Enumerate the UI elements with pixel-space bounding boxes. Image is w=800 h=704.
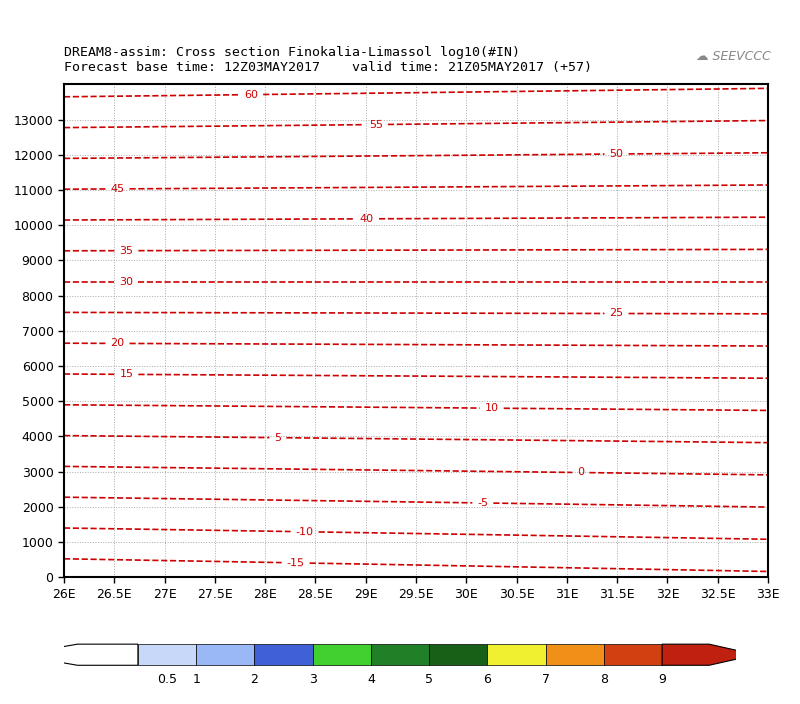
Bar — [254, 644, 313, 665]
Bar — [487, 644, 546, 665]
Text: 0: 0 — [578, 467, 585, 477]
Text: 8: 8 — [600, 673, 608, 686]
Text: 9: 9 — [658, 673, 666, 686]
Text: -10: -10 — [295, 527, 314, 537]
Text: 1: 1 — [192, 673, 200, 686]
Text: 60: 60 — [244, 89, 258, 100]
Text: -5: -5 — [478, 498, 489, 508]
Bar — [371, 644, 429, 665]
Bar — [138, 644, 196, 665]
Text: 25: 25 — [610, 308, 623, 318]
FancyArrow shape — [17, 644, 138, 665]
Text: 55: 55 — [369, 120, 383, 130]
FancyArrow shape — [662, 644, 756, 665]
Text: 15: 15 — [119, 370, 134, 379]
Text: 0.5: 0.5 — [157, 673, 177, 686]
Text: DREAM8-assim: Cross section Finokalia-Limassol log10(#IN)
Forecast base time: 12: DREAM8-assim: Cross section Finokalia-Li… — [64, 46, 592, 74]
Text: 4: 4 — [367, 673, 375, 686]
Bar — [196, 644, 254, 665]
Text: 7: 7 — [542, 673, 550, 686]
Text: 45: 45 — [110, 184, 125, 194]
Text: 40: 40 — [360, 214, 374, 224]
Text: 30: 30 — [119, 277, 134, 287]
Text: 50: 50 — [610, 149, 623, 159]
Text: 10: 10 — [485, 403, 498, 413]
Bar — [429, 644, 487, 665]
Text: ☁ SEEVCCC: ☁ SEEVCCC — [696, 51, 771, 63]
Bar — [546, 644, 604, 665]
Text: -15: -15 — [286, 558, 305, 568]
Bar — [604, 644, 662, 665]
Text: 3: 3 — [309, 673, 317, 686]
Bar — [313, 644, 371, 665]
Text: 35: 35 — [119, 246, 134, 256]
Text: 5: 5 — [274, 433, 282, 443]
Text: 2: 2 — [250, 673, 258, 686]
Text: 6: 6 — [483, 673, 491, 686]
Text: 5: 5 — [425, 673, 433, 686]
Text: 20: 20 — [110, 339, 125, 348]
